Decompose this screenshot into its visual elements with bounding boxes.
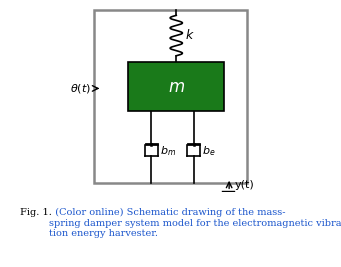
Text: $\theta(t)$: $\theta(t)$: [70, 82, 91, 95]
Text: $b_{e}$: $b_{e}$: [202, 145, 216, 159]
Text: m: m: [168, 77, 184, 96]
Text: Fig. 1.: Fig. 1.: [20, 208, 52, 217]
Text: k: k: [186, 29, 193, 42]
Text: (Color online) Schematic drawing of the mass-
spring damper system model for the: (Color online) Schematic drawing of the …: [49, 208, 341, 238]
Text: $b_{m}$: $b_{m}$: [160, 145, 176, 159]
Bar: [128, 61, 224, 112]
Bar: [93, 10, 248, 183]
Text: y(t): y(t): [235, 179, 255, 190]
